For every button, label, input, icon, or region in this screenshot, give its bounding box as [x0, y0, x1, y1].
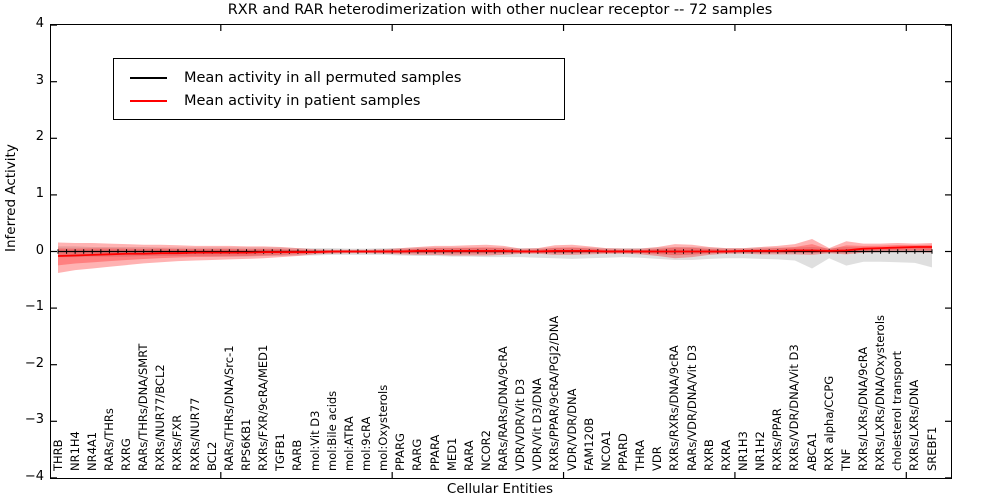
- y-tick-label: 3: [35, 72, 44, 88]
- legend-patient-label: Mean activity in patient samples: [184, 92, 421, 109]
- x-tick-label: RXR alpha/CCPG: [821, 375, 836, 471]
- x-tick-label: RXRA: [718, 439, 733, 471]
- patient-mean-line: [57, 246, 932, 257]
- x-tick-label: MED1: [444, 437, 459, 471]
- x-tick-label: RXRB: [701, 439, 716, 471]
- x-tick-label: NR1H3: [735, 431, 750, 471]
- y-tick-label: −4: [24, 468, 44, 484]
- y-tick-label: −3: [24, 412, 44, 428]
- patient-band-outer: [58, 239, 932, 274]
- x-tick-label: RXRs/NUR77/BCL2: [153, 364, 168, 471]
- x-tick-label: mol:Oxysterols: [376, 384, 391, 471]
- x-tick-label: PPARD: [616, 433, 631, 471]
- legend-permuted-label: Mean activity in all permuted samples: [184, 69, 462, 86]
- x-tick-label: RARs/THRs: [101, 408, 116, 471]
- x-tick-label: RPS6KB1: [239, 418, 253, 471]
- x-tick-label: RXRs/PPAR/9cRA/PGJ2/DNA: [547, 315, 562, 471]
- y-tick-label: 2: [35, 129, 44, 145]
- x-axis-label: Cellular Entities: [446, 481, 554, 497]
- x-tick-label: cholesterol transport: [890, 351, 905, 471]
- x-tick-label: RARs/VDR/DNA/Vit D3: [684, 344, 699, 471]
- chart-canvas: [51, 25, 951, 478]
- x-tick-label: TGFB1: [273, 433, 288, 471]
- x-tick-label: RARG: [410, 438, 425, 471]
- legend: Mean activity in all permuted samples Me…: [113, 58, 565, 120]
- y-tick-label: −1: [24, 299, 44, 315]
- legend-item-permuted: Mean activity in all permuted samples: [114, 70, 564, 86]
- x-tick-label: mol:Vit D3: [307, 410, 322, 471]
- x-tick-label: RXRG: [119, 438, 134, 471]
- x-tick-label: NR1H2: [753, 431, 768, 471]
- x-tick-label: PPARA: [427, 434, 442, 471]
- x-tick-label: NR1H4: [67, 431, 82, 471]
- x-tick-label: RXRs/RXRs/DNA/9cRA: [667, 345, 682, 471]
- x-tick-label: THRB: [50, 439, 65, 471]
- x-tick-label: RARs/RARs/DNA/9cRA: [496, 346, 511, 471]
- x-tick-label: RXRs/LXRs/DNA/Oxysterols: [873, 314, 888, 471]
- x-tick-label: NR4A1: [84, 431, 99, 471]
- legend-permuted-line-icon: [130, 76, 167, 79]
- patient-band-inner: [58, 244, 932, 266]
- x-tick-label: RXRs/FXR/9cRA/MED1: [256, 344, 271, 471]
- x-tick-label: RXRs/NUR77: [187, 397, 202, 471]
- x-tick-label: TNF: [838, 448, 853, 471]
- x-tick-label: RXRs/LXRs/DNA: [907, 379, 922, 471]
- x-tick-label: SREBF1: [924, 426, 939, 471]
- x-tick-label: FAM120B: [581, 417, 596, 471]
- x-tick-label: RXRs/PPAR: [770, 408, 785, 471]
- plot-area: THRB NR1H4 NR4A1 RARs/THRs RXRG RARs/THRs/DNA…: [50, 24, 952, 479]
- x-tick-label: mol:9cRA: [358, 416, 373, 471]
- x-tick-label: VDR/VDR/DNA: [564, 388, 579, 472]
- x-tick-label: NCOR2: [478, 430, 493, 471]
- x-tick-label: RXRs/VDR/DNA/Vit D3: [787, 344, 802, 471]
- x-tick-label: RARA: [461, 440, 476, 471]
- chart-title: RXR and RAR heterodimerization with othe…: [227, 2, 773, 18]
- x-tick-label: RARB: [290, 439, 305, 471]
- x-tick-label: VDR/VDR/Vit D3: [513, 378, 528, 471]
- y-tick-label: 1: [35, 185, 44, 201]
- x-tick-label: BCL2: [204, 441, 219, 471]
- x-tick-label: RARs/THRs/DNA/Src-1: [221, 345, 236, 471]
- x-tick-label: NCOA1: [598, 430, 613, 471]
- x-tick-label: PPARG: [393, 433, 408, 471]
- x-tick-label: THRA: [633, 439, 648, 471]
- x-tick-label: VDR/Vit D3/DNA: [530, 378, 545, 471]
- x-tick-label: mol:Bile acids: [324, 390, 339, 471]
- y-tick-label: 0: [35, 242, 44, 258]
- x-tick-label: mol:ATRA: [341, 416, 356, 471]
- legend-patient-line-icon: [130, 99, 167, 102]
- x-tick-label: ABCA1: [804, 432, 819, 471]
- x-tick-label: RXRs/LXRs/DNA/9cRA: [855, 346, 870, 471]
- x-tick-label: RXRs/FXR: [170, 414, 185, 471]
- x-tick-label: RARs/THRs/DNA/SMRT: [136, 343, 151, 471]
- legend-item-patient: Mean activity in patient samples: [114, 93, 564, 109]
- y-tick-label: −2: [24, 355, 44, 371]
- y-tick-label: 4: [35, 16, 44, 32]
- x-tick-label: VDR: [650, 446, 665, 471]
